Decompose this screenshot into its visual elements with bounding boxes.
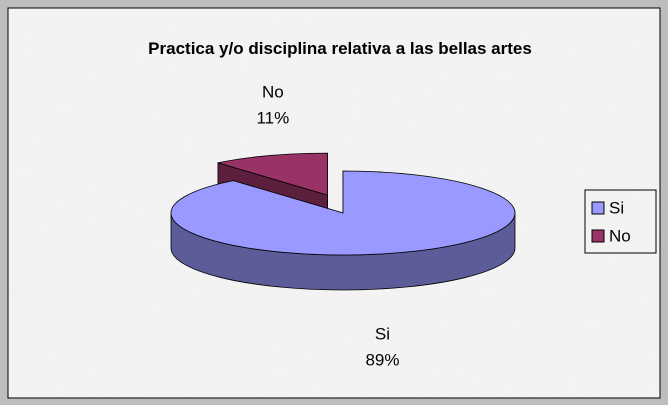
data-label-category: No: [262, 83, 284, 102]
pie-slice: [217, 152, 328, 196]
data-label-value: 11%: [256, 109, 289, 128]
chart-title: Practica y/o disciplina relativa a las b…: [148, 39, 532, 58]
legend-swatch: [591, 229, 605, 243]
data-label-value: 89%: [365, 350, 399, 369]
legend-label: No: [609, 226, 631, 245]
legend-swatch: [591, 201, 605, 215]
data-label-category: Si: [375, 324, 390, 343]
texture: [9, 9, 659, 397]
legend-label: Si: [609, 198, 624, 217]
legend-box: [584, 189, 657, 254]
pie-slice: [170, 170, 516, 256]
